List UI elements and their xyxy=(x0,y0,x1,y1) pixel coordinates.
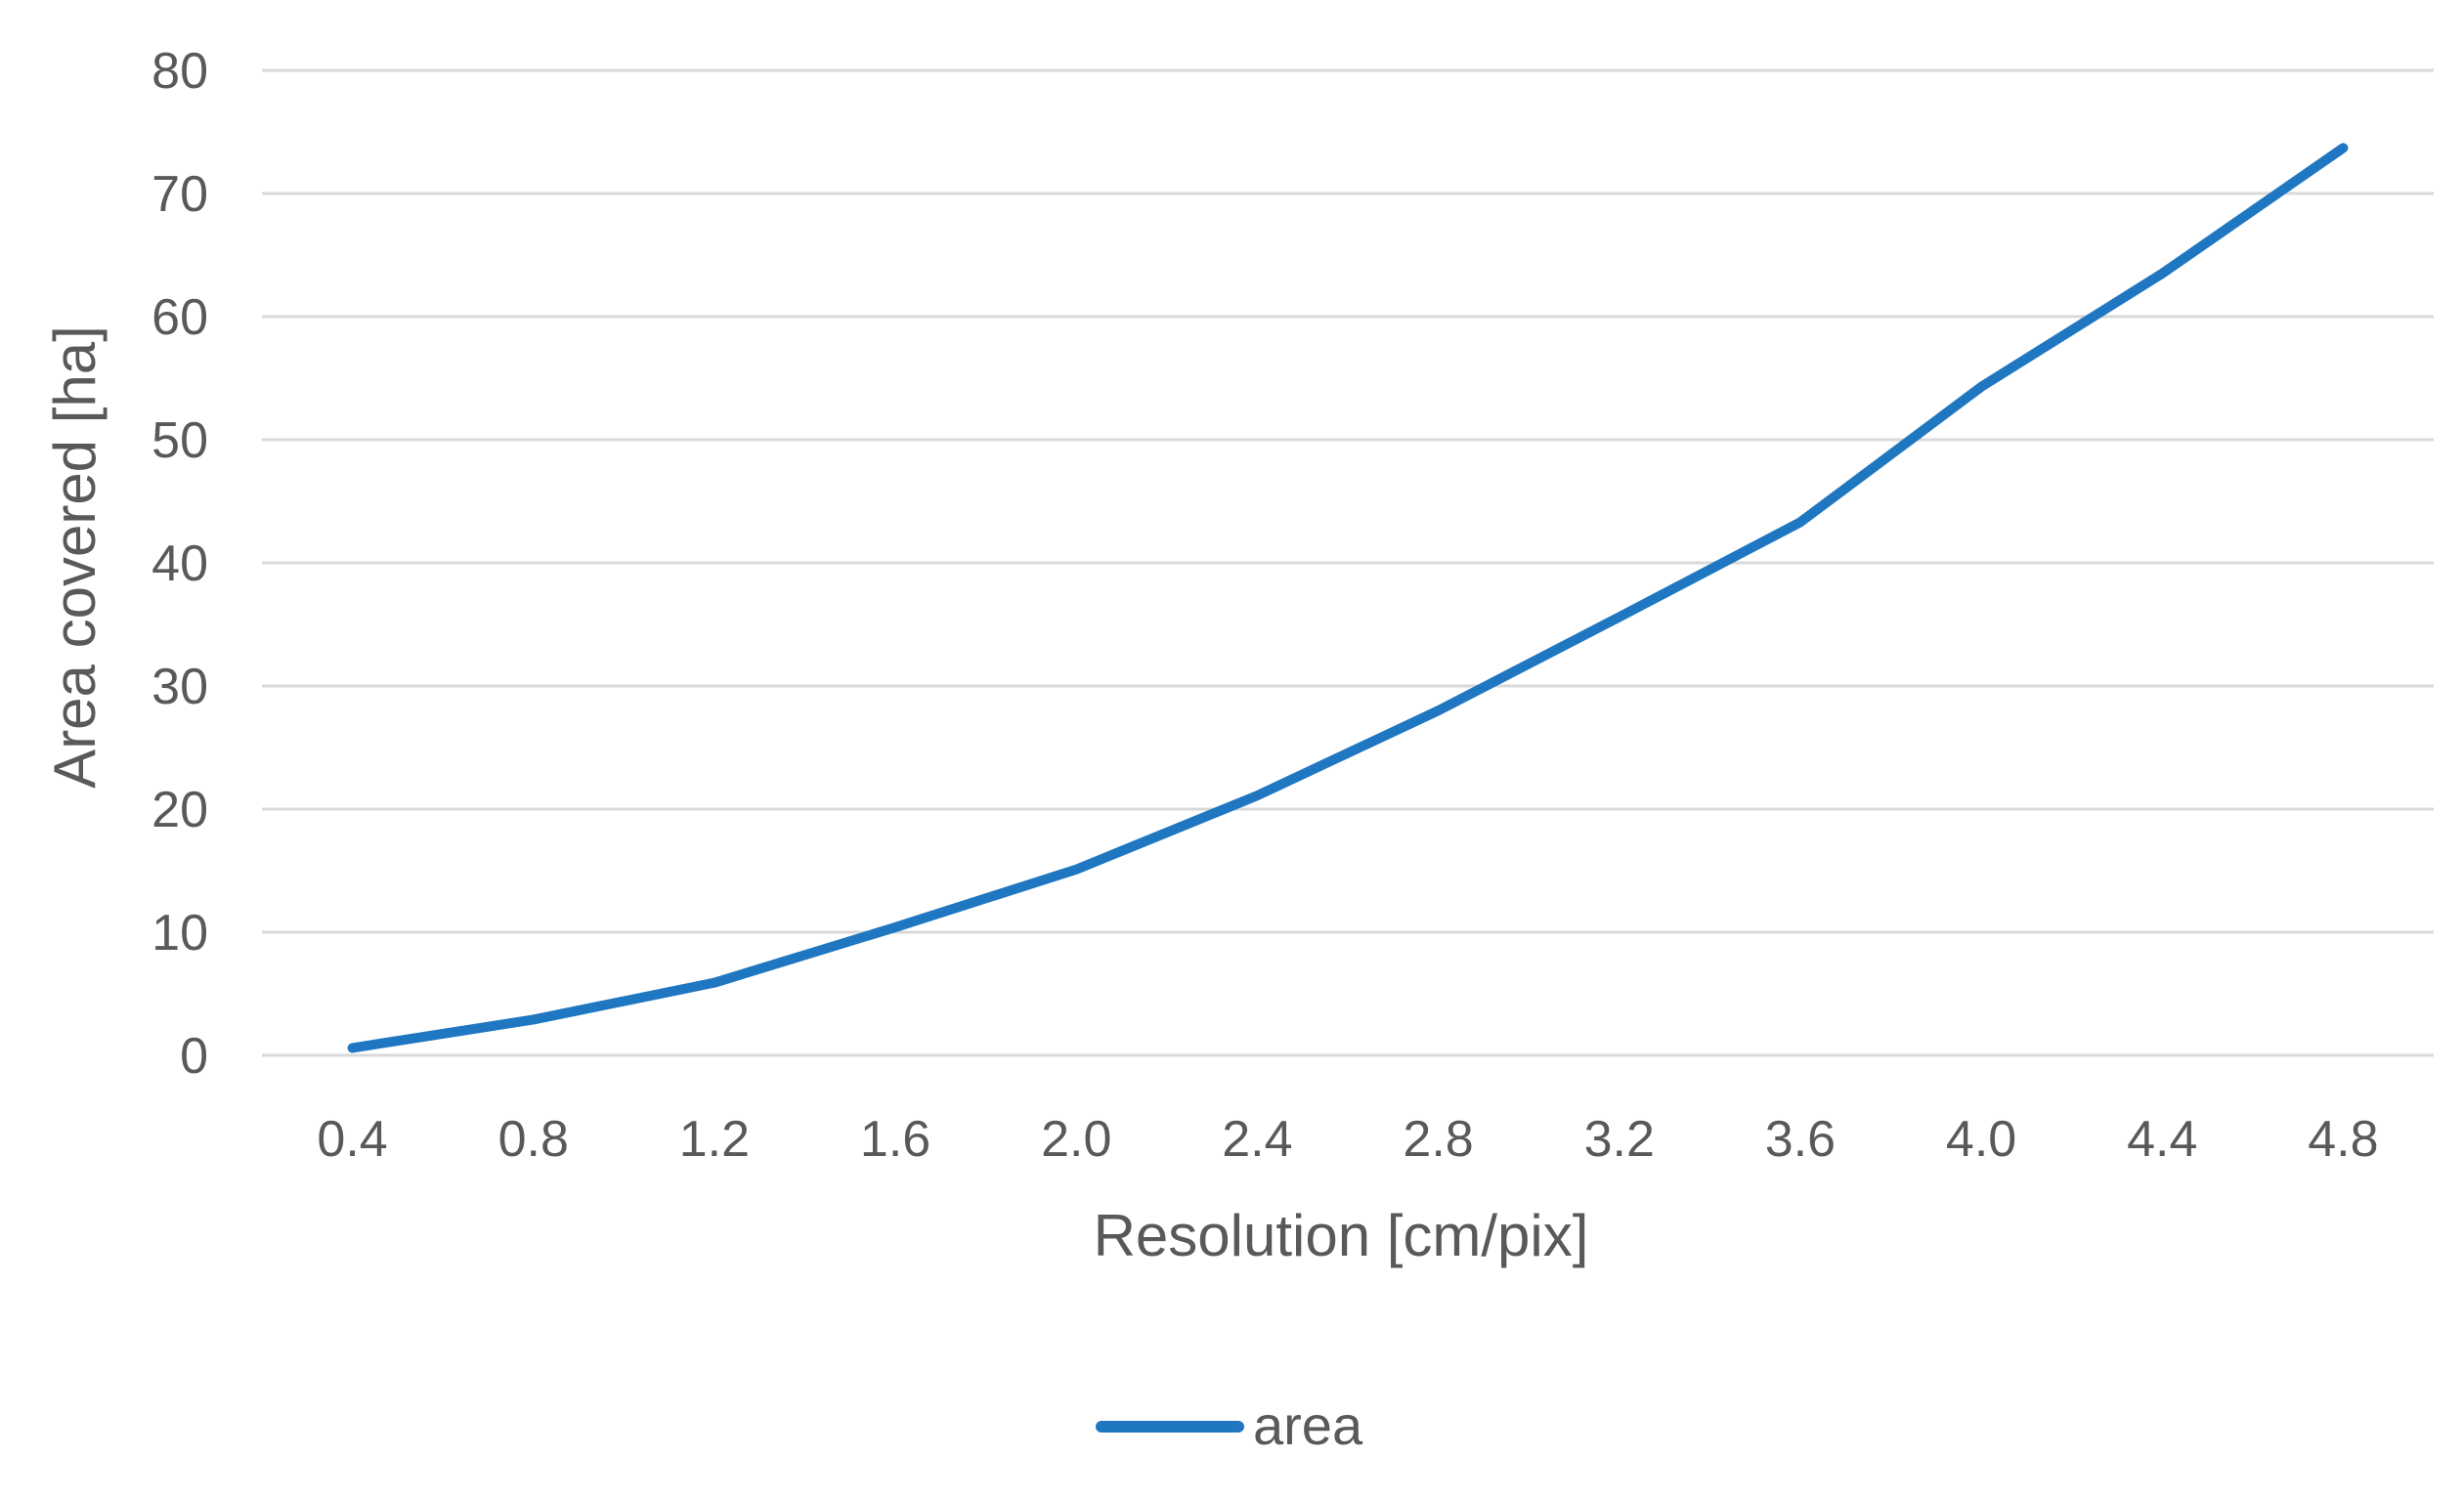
y-axis-ticks: 0 10 20 30 40 50 60 70 80 xyxy=(151,43,208,1085)
x-tick-label: 4.0 xyxy=(1946,1111,2016,1168)
y-tick-label: 10 xyxy=(151,905,208,962)
x-tick-label: 0.8 xyxy=(498,1111,569,1168)
series-group xyxy=(347,143,2349,1053)
x-tick-label: 1.2 xyxy=(679,1111,750,1168)
x-tick-label: 2.8 xyxy=(1403,1111,1473,1168)
y-tick-label: 30 xyxy=(151,659,208,715)
y-tick-label: 40 xyxy=(151,535,208,592)
legend: area xyxy=(1096,1394,1363,1456)
series-line-area xyxy=(347,143,2349,1053)
gridlines xyxy=(262,68,2434,1057)
x-tick-label: 1.6 xyxy=(860,1111,930,1168)
x-tick-label: 3.2 xyxy=(1584,1111,1655,1168)
y-tick-label: 20 xyxy=(151,782,208,838)
y-tick-label: 80 xyxy=(151,43,208,100)
x-tick-label: 2.4 xyxy=(1222,1111,1292,1168)
y-tick-label: 70 xyxy=(151,166,208,223)
y-axis-title: Area covered [ha] xyxy=(42,325,108,789)
x-tick-label: 0.4 xyxy=(317,1111,387,1168)
x-tick-label: 4.4 xyxy=(2127,1111,2197,1168)
y-tick-label: 50 xyxy=(151,412,208,469)
x-axis-title: Resolution [cm/pix] xyxy=(1094,1203,1589,1268)
x-axis-ticks: 0.4 0.8 1.2 1.6 2.0 2.4 2.8 3.2 3.6 4.0 4.4 4.8 xyxy=(317,1111,2378,1168)
x-tick-label: 2.0 xyxy=(1041,1111,1111,1168)
legend-label-area: area xyxy=(1253,1394,1363,1456)
x-tick-label: 4.8 xyxy=(2308,1111,2378,1168)
y-tick-label: 0 xyxy=(180,1028,208,1085)
y-tick-label: 60 xyxy=(151,289,208,346)
x-tick-label: 3.6 xyxy=(1765,1111,1836,1168)
